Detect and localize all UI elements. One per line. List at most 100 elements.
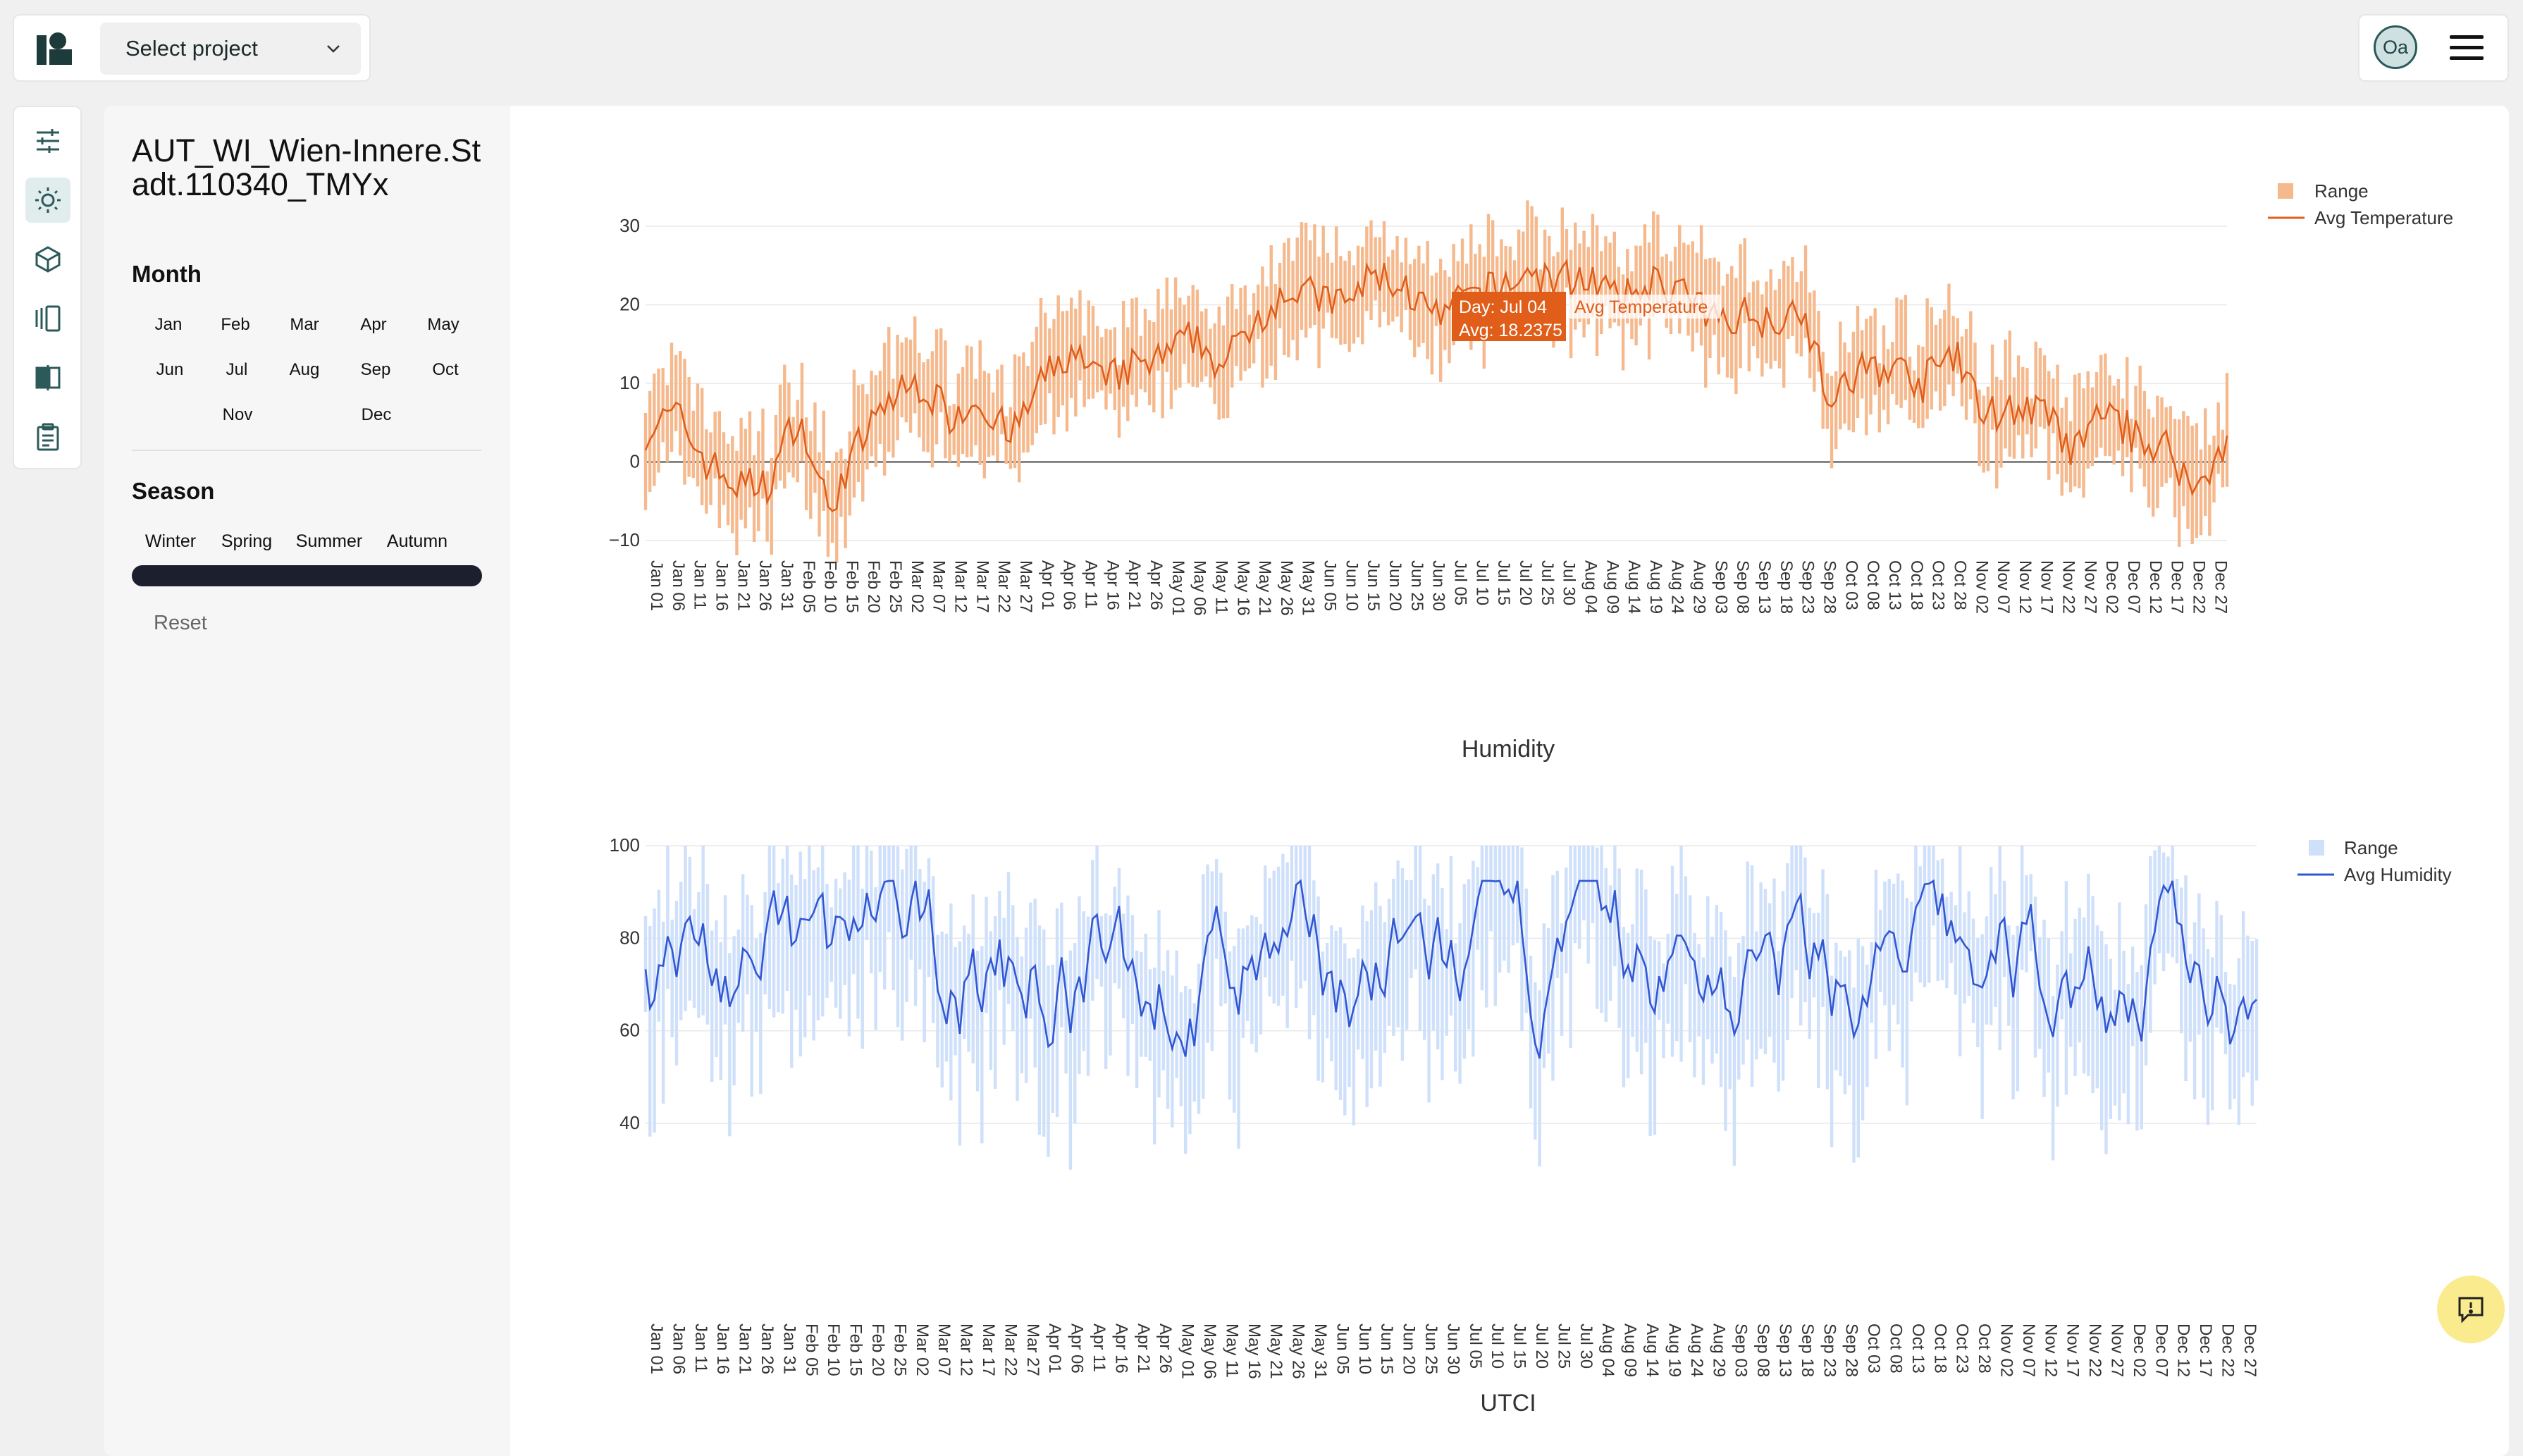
humidity-x-tick-label: Jan 11 xyxy=(691,1324,710,1373)
month-button-jun[interactable]: Jun xyxy=(156,360,184,379)
humidity-range-bar xyxy=(1361,905,1364,1059)
humidity-x-tick-label: Mar 22 xyxy=(1001,1324,1020,1376)
month-button-nov[interactable]: Nov xyxy=(222,405,253,424)
reset-button[interactable]: Reset xyxy=(154,612,207,634)
temperature-range-bar xyxy=(1612,231,1616,323)
temperature-range-bar xyxy=(726,443,730,526)
humidity-x-tick-label: Sep 13 xyxy=(1775,1324,1794,1377)
temperature-range-bar xyxy=(1504,246,1507,331)
season-button-summer[interactable]: Summer xyxy=(295,531,363,551)
humidity-range-bar xyxy=(2130,946,2135,1047)
temperature-range-bar xyxy=(800,362,804,462)
humidity-range-bar xyxy=(1503,846,1506,961)
temperature-range-bar xyxy=(2086,371,2090,469)
humidity-range-bar xyxy=(1006,872,1011,1004)
temperature-x-tick-label: Mar 22 xyxy=(994,560,1013,613)
temperature-range-bar xyxy=(1391,249,1395,322)
avatar[interactable]: Oa xyxy=(2374,25,2417,69)
month-button-aug[interactable]: Aug xyxy=(289,360,320,379)
season-button-autumn[interactable]: Autumn xyxy=(386,531,448,551)
temperature-range-bar xyxy=(878,371,882,444)
temperature-range-bar xyxy=(1873,308,1877,395)
humidity-x-tick-label: May 16 xyxy=(1245,1324,1264,1379)
month-button-may[interactable]: May xyxy=(427,315,459,334)
humidity-range-bar xyxy=(2188,954,2192,1042)
month-button-jan[interactable]: Jan xyxy=(154,315,183,334)
humidity-range-bar xyxy=(657,889,661,1022)
humidity-range-bar xyxy=(1130,915,1135,1025)
humidity-range-bar xyxy=(1259,924,1263,1035)
humidity-x-tick-label: Jul 30 xyxy=(1577,1324,1596,1369)
humidity-range-bar xyxy=(723,895,727,1025)
month-button-sep[interactable]: Sep xyxy=(360,360,391,379)
nav-panels[interactable] xyxy=(25,296,70,341)
humidity-range-bar xyxy=(1591,846,1595,923)
season-range-slider[interactable] xyxy=(132,565,482,586)
nav-compare[interactable] xyxy=(25,355,70,400)
humidity-x-tick-label-group: Jan 01 Jan 06 Jan 11 Jan 16 Jan 21 Jan 26 Jan … xyxy=(647,1324,2259,1379)
temperature-x-tick-label: Oct 23 xyxy=(1929,560,1948,610)
temperature-range-bar xyxy=(1656,214,1660,305)
humidity-range-bar xyxy=(794,885,798,1010)
temperature-range-bar xyxy=(1951,316,1955,397)
temperature-range-bar xyxy=(830,460,834,543)
humidity-range-bar xyxy=(1732,977,1737,1166)
humidity-range-bar xyxy=(1794,846,1799,970)
humidity-range-bar xyxy=(2011,934,2015,1099)
y-tick-label: 60 xyxy=(619,1020,640,1041)
project-select[interactable]: Select project xyxy=(100,23,361,75)
temperature-range-bar xyxy=(2147,409,2151,508)
temperature-range-bar xyxy=(796,400,799,483)
humidity-range-bar xyxy=(1799,846,1803,1026)
temperature-range-bar xyxy=(1769,269,1772,369)
humidity-x-tick-label: Aug 29 xyxy=(1709,1324,1728,1377)
humidity-x-tick-label: Dec 27 xyxy=(2240,1324,2259,1377)
nav-climate[interactable] xyxy=(25,178,70,223)
temperature-range-bar xyxy=(1830,376,1834,469)
month-button-jul[interactable]: Jul xyxy=(226,360,248,379)
season-button-winter[interactable]: Winter xyxy=(144,531,197,551)
month-button-feb[interactable]: Feb xyxy=(221,315,250,334)
nav-model[interactable] xyxy=(25,237,70,282)
humidity-x-tick-label: Jul 20 xyxy=(1532,1324,1551,1369)
nav-report[interactable] xyxy=(25,414,70,459)
humidity-range-bar xyxy=(666,846,670,989)
humidity-range-bar xyxy=(1538,990,1541,1167)
humidity-range-bar xyxy=(1923,846,1927,987)
temperature-range-bar xyxy=(1152,322,1156,413)
humidity-range-bar xyxy=(923,882,926,1042)
humidity-range-bar xyxy=(1175,950,1178,1078)
sun-icon xyxy=(35,187,61,213)
temperature-range-bar xyxy=(1543,229,1547,292)
humidity-range-bar xyxy=(1086,916,1090,1076)
nav-settings-sliders[interactable] xyxy=(25,118,70,164)
humidity-range-bar xyxy=(1945,896,1949,989)
app-logo-icon[interactable] xyxy=(35,31,75,68)
temperature-x-tick-label: Jun 15 xyxy=(1364,560,1383,611)
month-button-apr[interactable]: Apr xyxy=(360,315,387,334)
temperature-x-tick-label: Oct 03 xyxy=(1842,560,1861,610)
temperature-x-tick-label: Sep 28 xyxy=(1820,560,1839,614)
temperature-range-bar xyxy=(1565,228,1569,288)
temperature-range-bar xyxy=(1851,331,1856,433)
temperature-range-bar xyxy=(670,343,674,452)
humidity-range-bar xyxy=(1737,942,1741,1080)
humidity-range-bar xyxy=(1122,913,1125,1018)
menu-icon[interactable] xyxy=(2448,32,2485,63)
humidity-range-bar xyxy=(684,846,687,1011)
temperature-x-tick-label: Feb 25 xyxy=(886,560,905,613)
month-button-mar[interactable]: Mar xyxy=(290,315,319,334)
temperature-range-bar xyxy=(918,352,921,438)
humidity-range-bar xyxy=(1617,868,1621,1028)
humidity-range-bar xyxy=(834,878,838,1008)
y-tick-label: 0 xyxy=(630,451,640,472)
feedback-button[interactable] xyxy=(2437,1276,2505,1343)
temperature-x-tick-label: May 26 xyxy=(1277,560,1296,616)
humidity-range-bar xyxy=(1635,868,1639,1052)
month-button-dec[interactable]: Dec xyxy=(361,405,392,424)
month-button-oct[interactable]: Oct xyxy=(432,360,459,379)
season-button-spring[interactable]: Spring xyxy=(221,531,273,551)
humidity-range-bar xyxy=(1560,923,1564,1036)
humidity-x-tick-label: Aug 04 xyxy=(1598,1324,1617,1377)
temperature-x-tick-label: Apr 21 xyxy=(1125,560,1144,610)
